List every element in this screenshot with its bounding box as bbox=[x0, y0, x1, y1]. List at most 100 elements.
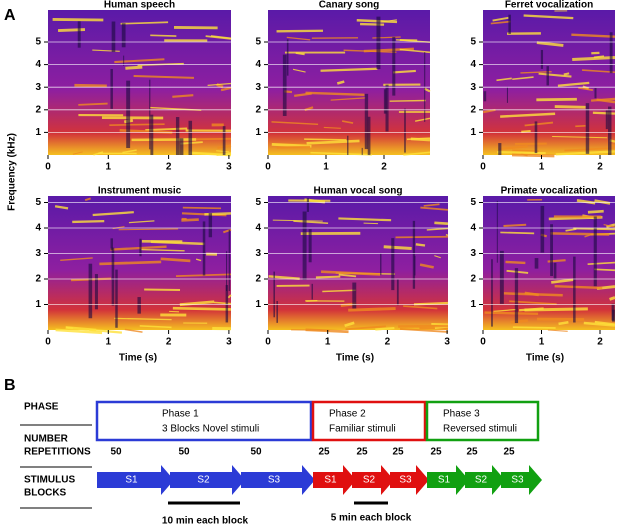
y-tick-label: 2 bbox=[255, 274, 261, 285]
x-tick-label: 0 bbox=[265, 162, 271, 173]
spectral-streak bbox=[594, 199, 611, 205]
repetition-count: 25 bbox=[503, 447, 515, 458]
spectral-streak bbox=[338, 217, 392, 222]
spectral-streak bbox=[512, 149, 539, 152]
spectral-streak bbox=[575, 124, 586, 128]
spectral-streak bbox=[510, 319, 529, 324]
spectral-streak bbox=[220, 86, 232, 92]
spectral-streak bbox=[511, 153, 555, 158]
spectral-streak bbox=[276, 29, 324, 33]
spectral-streak bbox=[141, 248, 185, 252]
x-axis-label: Time (s) bbox=[336, 353, 374, 364]
repetition-count: 25 bbox=[466, 447, 478, 458]
spectral-streak bbox=[563, 72, 570, 76]
y-tick-label: 1 bbox=[35, 127, 41, 138]
spectral-streak bbox=[524, 307, 588, 312]
x-tick-label: 2 bbox=[385, 337, 391, 348]
spectral-streak bbox=[490, 20, 511, 25]
row-label: BLOCKS bbox=[24, 488, 67, 499]
block-label: S2 bbox=[197, 475, 210, 486]
block-label: S3 bbox=[399, 475, 412, 486]
block-arrow bbox=[501, 465, 542, 495]
spectral-streak bbox=[581, 69, 616, 73]
phase-box bbox=[95, 400, 313, 442]
x-tick-label: 1 bbox=[106, 337, 112, 348]
spectral-streak bbox=[423, 87, 431, 93]
x-tick-label: 3 bbox=[444, 337, 450, 348]
x-tick-label: 0 bbox=[480, 162, 486, 173]
spectral-streak bbox=[555, 150, 616, 156]
spectral-streak bbox=[114, 317, 172, 321]
spectral-streak bbox=[343, 49, 397, 53]
spectral-streak bbox=[93, 151, 104, 156]
spectral-streak bbox=[596, 98, 616, 104]
spectral-streak bbox=[60, 257, 93, 261]
spectral-streak bbox=[74, 83, 107, 88]
spectral-streak bbox=[414, 117, 431, 122]
row-label: STIMULUS bbox=[24, 475, 75, 486]
spectral-streak bbox=[550, 232, 610, 236]
spectral-streak bbox=[330, 97, 366, 101]
spectral-streak bbox=[594, 320, 616, 326]
block-arrow bbox=[427, 465, 469, 495]
spectral-streak bbox=[286, 36, 311, 41]
spectral-streak bbox=[204, 212, 232, 216]
x-tick-label: 1 bbox=[106, 162, 112, 173]
spectral-streak bbox=[345, 325, 386, 331]
scale-bar-label: 10 min each block bbox=[162, 516, 249, 527]
spectral-streak bbox=[565, 228, 577, 232]
spectral-streak bbox=[434, 221, 449, 225]
spectrogram bbox=[268, 10, 430, 155]
spectral-streak bbox=[128, 220, 155, 224]
spectral-streak bbox=[554, 285, 603, 290]
y-tick-label: 3 bbox=[470, 82, 476, 93]
x-axis-label: Time (s) bbox=[526, 353, 564, 364]
phase-description: Reversed stimuli bbox=[443, 424, 517, 435]
block-label: S1 bbox=[438, 475, 451, 486]
spectral-streak bbox=[272, 219, 323, 222]
x-tick-label: 1 bbox=[539, 162, 545, 173]
row-label: PHASE bbox=[24, 402, 59, 413]
spectral-streak bbox=[54, 205, 69, 210]
spectral-streak bbox=[564, 147, 615, 152]
spectral-streak bbox=[294, 92, 312, 97]
spectral-streak bbox=[150, 34, 177, 37]
spectral-streak bbox=[592, 111, 616, 115]
spectral-streak bbox=[72, 151, 83, 155]
spectral-streak bbox=[109, 123, 165, 126]
block-arrow bbox=[170, 465, 245, 495]
spectral-streak bbox=[609, 296, 616, 301]
spectral-streak bbox=[395, 235, 449, 239]
spectral-streak bbox=[482, 108, 496, 114]
block-arrow bbox=[465, 465, 505, 495]
spectral-streak bbox=[512, 326, 556, 329]
panel-title: Instrument music bbox=[98, 186, 182, 197]
spectral-streak bbox=[207, 82, 232, 86]
spectral-streak bbox=[118, 228, 179, 231]
spectral-streak bbox=[420, 206, 449, 211]
x-tick-label: 2 bbox=[597, 337, 603, 348]
y-tick-label: 1 bbox=[470, 127, 476, 138]
block-arrow bbox=[390, 465, 429, 495]
block-arrow bbox=[352, 465, 394, 495]
x-tick-label: 1 bbox=[323, 162, 329, 173]
repetition-count: 50 bbox=[250, 447, 262, 458]
spectral-streak bbox=[321, 270, 381, 276]
spectral-streak bbox=[594, 268, 616, 272]
panel-label: B bbox=[4, 377, 16, 394]
spectral-streak bbox=[383, 245, 412, 250]
spectral-streak bbox=[434, 255, 441, 259]
y-tick-label: 3 bbox=[35, 248, 41, 259]
spectral-streak bbox=[133, 75, 194, 79]
spectral-streak bbox=[227, 294, 232, 299]
spectral-streak bbox=[320, 67, 378, 72]
x-axis-label: Time (s) bbox=[119, 353, 157, 364]
spectral-streak bbox=[547, 329, 568, 332]
y-tick-label: 5 bbox=[35, 37, 41, 48]
y-tick-label: 1 bbox=[35, 299, 41, 310]
panel-title: Human vocal song bbox=[314, 186, 403, 197]
repetition-count: 25 bbox=[392, 447, 404, 458]
row-label: NUMBER bbox=[24, 434, 69, 445]
spectral-streak bbox=[124, 328, 143, 333]
